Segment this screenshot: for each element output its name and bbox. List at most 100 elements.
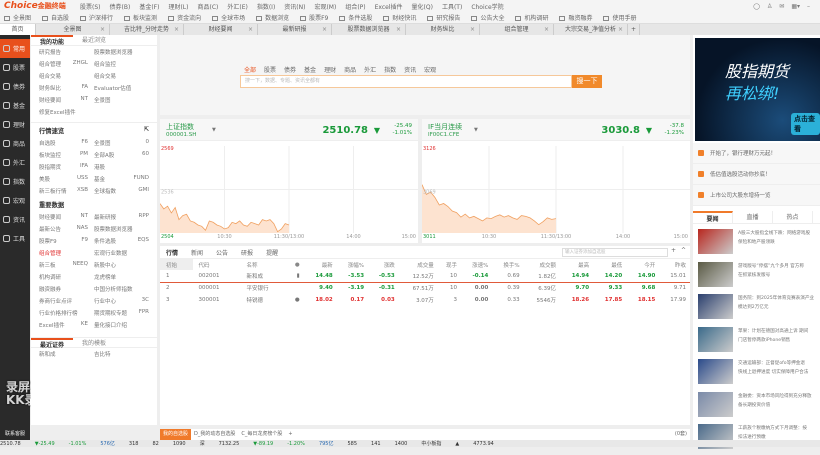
sidebar-item[interactable]: 基金 — [0, 96, 30, 115]
quote-name[interactable]: 上证指数 — [166, 123, 194, 131]
function-link[interactable]: 中国分析师指数 — [94, 287, 133, 293]
search-category[interactable]: 股票 — [264, 67, 277, 74]
function-link[interactable]: 全景图 — [94, 98, 111, 104]
toolbar-button[interactable]: 使用手册 — [603, 13, 637, 22]
function-link[interactable]: 组合交易 — [94, 74, 117, 80]
search-category[interactable]: 基金 — [304, 67, 317, 74]
column-header[interactable]: 现手 — [446, 262, 458, 269]
menu-item[interactable]: Choice学院 — [471, 3, 504, 11]
function-link[interactable]: 新股中心 — [94, 263, 117, 269]
function-link[interactable]: 自选股 — [39, 141, 56, 147]
sidebar-item[interactable]: 常用 — [0, 39, 30, 58]
news-item[interactable]: 游戏版号“停摆”九个多月 官方称 在抓紧核发版号 — [693, 260, 820, 293]
promo-link[interactable]: 低估值选股活动你抄底！ — [693, 164, 820, 185]
tab[interactable]: 首页 — [0, 24, 36, 35]
function-link[interactable]: 财务纵比 — [39, 86, 62, 92]
support-button[interactable]: 联系客服 — [5, 431, 26, 437]
function-link[interactable]: 基金 — [94, 177, 106, 183]
promo-link[interactable]: 上市公司大股东增持一览 — [693, 185, 820, 206]
toolbar-button[interactable]: 财经快讯 — [383, 13, 416, 22]
function-link[interactable]: 机构调研 — [39, 275, 62, 281]
add-tab-button[interactable]: + — [628, 24, 640, 35]
table-tab[interactable]: 研报 — [241, 249, 254, 257]
toolbar-button[interactable]: 资金流向 — [168, 13, 201, 22]
sidebar-item[interactable]: 资讯 — [0, 210, 30, 229]
news-item[interactable]: 苹果：计划在德国对高通上诉 期间 门店暂停两款iPhone销售 — [693, 325, 820, 358]
function-link[interactable]: 修复Excel插件 — [39, 110, 76, 116]
sidebar-item[interactable]: 债券 — [0, 77, 30, 96]
close-icon[interactable]: × — [321, 26, 327, 33]
function-link[interactable]: 行业价格排行榜 — [39, 311, 78, 317]
function-link[interactable]: 全球指数 — [94, 189, 117, 195]
column-header[interactable]: 代码 — [198, 262, 210, 269]
news-tab[interactable]: 要闻 — [693, 211, 733, 223]
close-icon[interactable]: × — [173, 26, 179, 33]
toolbar-button[interactable]: 板块监测 — [124, 13, 157, 22]
menu-item[interactable]: 工具(T) — [441, 3, 463, 11]
panel-tab[interactable]: 我的模板 — [81, 340, 106, 347]
table-tab[interactable]: 行情 — [166, 249, 179, 257]
column-header[interactable]: 最低 — [611, 262, 623, 269]
mail-icon[interactable]: ✉ — [779, 2, 785, 10]
function-link[interactable]: 新三板 — [39, 263, 56, 269]
table-tab[interactable]: 提醒 — [266, 249, 279, 257]
function-link[interactable]: 组合管理 — [39, 251, 62, 257]
sidebar-item[interactable]: 宏观 — [0, 191, 30, 210]
function-link[interactable]: 券商行业点评 — [39, 299, 73, 305]
column-header[interactable]: 昨收 — [674, 262, 686, 269]
close-icon[interactable]: × — [99, 26, 105, 33]
panel-tab[interactable]: 最近浏览 — [81, 37, 106, 44]
function-link[interactable]: 股票F9 — [39, 239, 57, 245]
panel-tab[interactable]: 我的功能 — [31, 35, 73, 46]
function-link[interactable]: 组合监控 — [94, 62, 117, 68]
function-link[interactable]: 股票数据浏览器 — [94, 227, 133, 233]
column-header[interactable]: 换手% — [503, 262, 520, 269]
menu-item[interactable]: 理财(L) — [168, 3, 189, 11]
function-link[interactable]: 融资融券 — [39, 287, 62, 293]
search-category[interactable]: 资讯 — [404, 67, 417, 74]
function-link[interactable]: 股票数据浏览器 — [94, 50, 133, 56]
add-stock-input[interactable]: 输入证券添加自选股 — [562, 248, 668, 257]
tab[interactable]: 全景图 × — [36, 24, 110, 35]
function-link[interactable]: 组合管理 — [39, 62, 62, 68]
minimize-icon[interactable]: – — [807, 2, 810, 10]
bottom-tab[interactable]: 我的自选股 — [160, 429, 192, 440]
toolbar-button[interactable]: 全球市场 — [212, 13, 245, 22]
column-header[interactable]: 成交量 — [417, 262, 434, 269]
close-icon[interactable]: × — [543, 26, 549, 33]
menu-item[interactable]: 外汇(E) — [227, 3, 248, 11]
tab[interactable]: 股票数据浏览器 × — [332, 24, 406, 35]
add-icon[interactable]: + — [670, 247, 676, 254]
sidebar-item[interactable]: 工具 — [0, 229, 30, 248]
close-icon[interactable]: × — [247, 26, 253, 33]
function-link[interactable]: 研究报告 — [39, 50, 62, 56]
search-category[interactable]: 商品 — [344, 67, 357, 74]
news-item[interactable]: 工薪族个税缴纳方式下月调整：按 扣法进行预缴 — [693, 422, 820, 455]
dropdown-icon[interactable]: ▼ — [474, 127, 478, 133]
close-icon[interactable]: × — [395, 26, 401, 33]
quote-name[interactable]: IF当月连续 — [428, 123, 463, 131]
table-tab[interactable]: 新闻 — [191, 249, 204, 257]
toolbar-button[interactable]: 公告大全 — [471, 13, 504, 22]
search-category[interactable]: 债券 — [284, 67, 297, 74]
column-header[interactable]: 初始 — [160, 259, 193, 270]
function-link[interactable]: 行业中心 — [94, 299, 117, 305]
tab[interactable]: 吉比特_分时走势 × — [110, 24, 184, 35]
layout-icon[interactable]: ▦▾ — [791, 2, 800, 10]
menu-item[interactable]: 宏观(M) — [314, 3, 337, 11]
function-link[interactable]: Excel插件 — [39, 323, 65, 329]
message-icon[interactable]: ◯ — [753, 2, 760, 10]
ad-banner[interactable]: 股指期货 再松绑! 点击查看 — [695, 38, 820, 141]
toolbar-button[interactable]: 研究报告 — [427, 13, 460, 22]
collapse-icon[interactable]: ^ — [680, 247, 686, 254]
menu-item[interactable]: 股票(S) — [80, 3, 101, 11]
function-link[interactable]: 港股 — [94, 165, 106, 171]
function-link[interactable]: 板块监控 — [39, 153, 62, 159]
search-button[interactable]: 搜一下 — [572, 75, 602, 88]
table-tab[interactable]: 公告 — [216, 249, 229, 257]
toolbar-button[interactable]: 条件选股 — [339, 13, 372, 22]
tab[interactable]: 财务纵比 × — [406, 24, 480, 35]
function-link[interactable]: 股指期货 — [39, 165, 62, 171]
search-category[interactable]: 宏观 — [424, 67, 437, 74]
column-header[interactable]: 成交额 — [539, 262, 556, 269]
